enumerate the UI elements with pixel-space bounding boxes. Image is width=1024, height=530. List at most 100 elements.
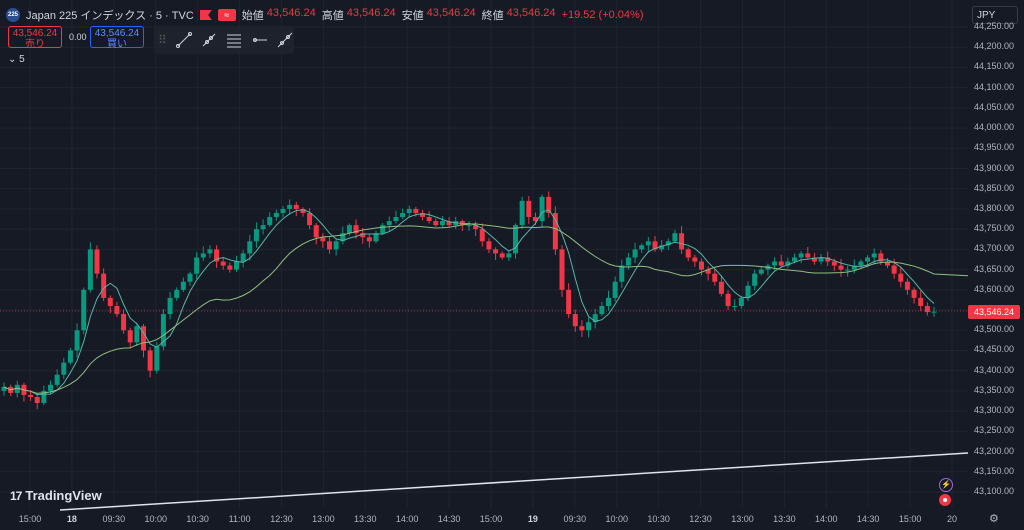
candle-up [632,249,638,258]
candle-down [366,237,372,242]
candle-up [340,233,346,242]
candle-up [1,386,7,391]
candle-up [645,241,651,246]
x-tick-label: 14:00 [815,514,838,524]
y-tick-label: 43,700.00 [974,243,1015,254]
y-tick-label: 43,650.00 [974,263,1015,274]
candle-up [400,213,406,218]
candle-up [287,204,293,209]
candle-down [679,233,685,250]
candle-down [307,213,313,226]
y-tick-label: 43,800.00 [974,202,1015,213]
candle-down [147,350,153,371]
candle-up [845,269,851,271]
y-tick-label: 43,350.00 [974,384,1015,395]
candle-down [838,265,844,270]
symbol-header: 225 Japan 225 インデックス · 5 · TVC ≈ 始値 43,54… [6,6,643,24]
candle-down [831,261,837,266]
candle-down [898,273,904,282]
x-tick-label: 15:00 [479,514,503,524]
y-tick-label: 43,500.00 [974,324,1015,335]
candle-down [426,217,432,222]
x-tick-label: 14:30 [437,514,461,524]
candle-down [320,237,326,242]
candle-down [114,306,120,315]
ma-fast-line [3,209,935,396]
candle-up [180,281,186,290]
y-tick-label: 44,200.00 [974,41,1015,52]
y-tick-label: 43,100.00 [974,486,1015,496]
candle-up [406,208,412,213]
record-icon[interactable] [939,494,951,506]
candle-up [931,311,937,313]
y-tick-label: 43,600.00 [974,283,1015,294]
candle-up [519,200,525,226]
compare-icon[interactable]: ≈ [217,9,236,21]
x-tick-label: 09:30 [102,514,126,524]
candle-up [858,261,864,266]
drag-handle-icon[interactable]: ⠿ [158,33,167,47]
candle-down [141,326,146,351]
gear-icon[interactable]: ⚙ [989,513,999,525]
candle-up [87,249,93,290]
candle-up [818,257,824,262]
flag-icon[interactable] [199,10,212,20]
x-tick-label: 12:30 [689,514,712,524]
candle-down [94,249,100,274]
candle-down [878,253,884,262]
candle-up [253,229,259,242]
candle-down [313,225,319,238]
candle-down [546,196,552,213]
candle-down [572,314,578,327]
y-tick-label: 43,900.00 [974,162,1015,173]
ohlc-high: 高値 43,546.24 [321,7,396,22]
candle-up [732,306,738,307]
candle-down [811,257,817,262]
x-tick-label: 13:00 [312,514,335,524]
drawn-trend-line[interactable] [59,452,969,511]
candle-down [705,269,711,274]
buy-button[interactable]: 43,546.24 買い [90,26,144,50]
candle-down [885,261,890,266]
candle-down [473,225,479,230]
candle-up [466,225,472,227]
candle-down [526,200,532,218]
candle-down [805,253,811,258]
candle-up [134,326,140,343]
candle-up [665,241,671,246]
y-tick-label: 43,200.00 [974,445,1015,456]
candle-down [499,253,505,258]
candle-down [107,297,113,306]
candle-down [433,221,439,226]
candle-up [599,306,605,315]
candle-down [652,241,658,250]
horizontal-ray-icon[interactable] [251,30,268,50]
trend-line-icon[interactable] [175,30,192,50]
candle-down [486,241,492,250]
candle-up [393,217,399,222]
fib-icon[interactable] [226,30,243,50]
x-tick-label: 15:00 [898,514,922,524]
candle-up [240,253,246,262]
candle-up [333,241,339,250]
candle-up [439,221,445,226]
x-tick-label: 18 [66,514,77,524]
candle-up [260,225,266,230]
x-tick-label: 10:00 [144,514,167,524]
symbol-title[interactable]: Japan 225 インデックス · 5 · TVC [26,10,194,22]
indicators-collapse[interactable]: ⌄ 5 [8,54,25,65]
currency-select[interactable]: JPY [972,6,1018,24]
extended-line-icon[interactable] [277,30,294,50]
current-price-label: 43,546.24 [968,305,1020,319]
candle-up [267,217,273,226]
symbol-logo[interactable]: 225 [6,8,20,22]
tradingview-logo[interactable]: 17 TradingView [10,488,102,503]
candle-up [167,297,173,315]
lightning-icon[interactable]: ⚡ [939,478,953,492]
sell-button[interactable]: 43,546.24 売り [8,26,62,50]
candle-down [699,261,704,270]
candle-down [692,257,698,262]
x-tick-label: 20 [946,514,958,524]
ray-icon[interactable] [200,30,217,50]
